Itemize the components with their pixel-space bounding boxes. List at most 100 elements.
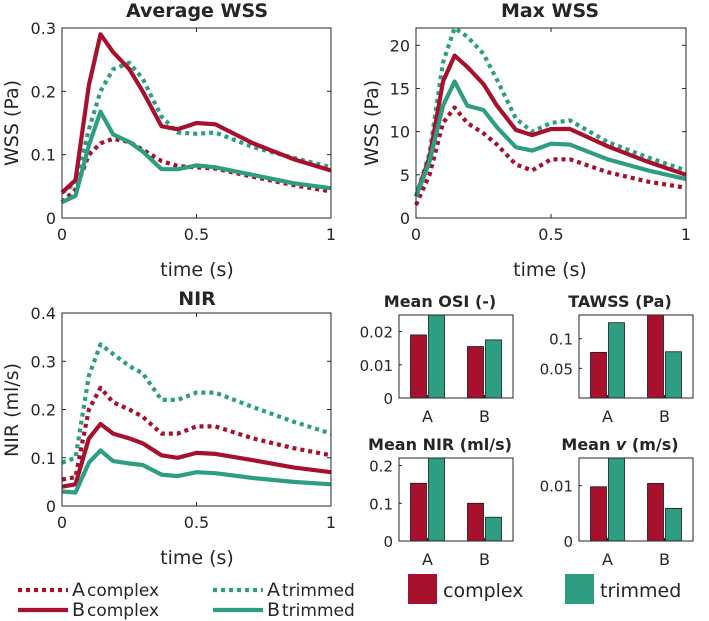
x-tick-label: 0 xyxy=(57,225,67,244)
category-label: A xyxy=(602,407,613,426)
bar-trimmed-a xyxy=(428,314,445,399)
bar-trimmed-b xyxy=(485,516,502,542)
legend-label-complex: complex xyxy=(443,580,524,602)
legend-label: trimmed xyxy=(282,601,355,621)
series-line-b-complex xyxy=(60,32,332,195)
y-tick-label: 0.2 xyxy=(31,401,56,420)
y-tick-label: 0.01 xyxy=(360,357,393,375)
y-tick-label: 0.05 xyxy=(540,360,573,378)
y-tick-label: 0.1 xyxy=(549,331,573,349)
chart-title: Mean NIR (ml/s) xyxy=(368,435,512,454)
chart-title: Average WSS xyxy=(126,0,268,22)
category-label: B xyxy=(479,550,490,569)
plot-average-wss: Average WSS WSS (Pa) time (s) 0 0.5 1 0 0.1 0… xyxy=(1,0,336,281)
legend-swatch-complex xyxy=(408,574,437,604)
series-line-a-trimmed xyxy=(60,60,332,195)
x-axis-label: time (s) xyxy=(160,259,234,281)
axes-frame xyxy=(398,457,514,542)
legend-letter: A xyxy=(267,579,280,601)
axes-frame xyxy=(578,314,694,399)
y-axis-label: NIR (ml/s) xyxy=(1,363,23,457)
y-tick-label: 0 xyxy=(383,390,393,408)
category-label: B xyxy=(659,550,670,569)
legend-label: complex xyxy=(87,581,159,601)
chart-title: Max WSS xyxy=(501,0,599,22)
axes-frame xyxy=(415,27,687,219)
category-label: A xyxy=(602,550,613,569)
y-tick-label: 0 xyxy=(563,533,573,551)
bar-complex-a xyxy=(410,334,427,399)
line-legend: A complex A trimmed B complex B trimmed xyxy=(18,579,355,621)
x-tick-label: 0.5 xyxy=(184,225,209,244)
x-tick-label: 1 xyxy=(681,225,691,244)
series-line-b-trimmed xyxy=(61,448,332,495)
y-tick-label: 0.2 xyxy=(369,458,393,476)
category-label: A xyxy=(422,407,433,426)
y-tick-label: 15 xyxy=(390,79,410,98)
x-tick-label: 0.5 xyxy=(538,225,563,244)
y-tick-label: 0 xyxy=(400,209,410,228)
bar-complex-b xyxy=(467,502,484,542)
bar-complex-a xyxy=(410,482,427,542)
bar-complex-b xyxy=(647,483,664,542)
x-tick-label: 1 xyxy=(326,513,336,532)
x-tick-label: 0 xyxy=(57,513,67,532)
series-line-a-complex xyxy=(60,136,332,204)
axes-frame xyxy=(61,27,332,219)
y-tick-label: 0.4 xyxy=(31,304,56,323)
series-line-a-complex xyxy=(414,105,687,206)
series-line-a-complex xyxy=(61,385,332,482)
legend-entry-b-trimmed: B trimmed xyxy=(213,599,355,621)
legend-letter: B xyxy=(72,599,85,621)
chart-title: TAWSS (Pa) xyxy=(568,292,672,311)
y-tick-label: 0.1 xyxy=(31,146,56,165)
legend-entry-a-trimmed: A trimmed xyxy=(213,579,355,601)
legend-label: trimmed xyxy=(282,581,355,601)
legend-label-trimmed: trimmed xyxy=(600,580,681,602)
axes-frame xyxy=(398,314,514,399)
y-tick-label: 0.01 xyxy=(540,478,573,496)
chart-title: NIR xyxy=(178,288,216,310)
axes-frame xyxy=(578,457,694,542)
y-tick-label: 0.2 xyxy=(31,82,56,101)
bar-complex-a xyxy=(590,486,607,542)
x-tick-label: 0.5 xyxy=(184,513,209,532)
bar-trimmed-b xyxy=(665,507,682,542)
series-line-a-trimmed xyxy=(61,342,332,465)
bar-trimmed-a xyxy=(428,457,445,542)
y-tick-label: 10 xyxy=(390,123,410,142)
y-tick-label: 5 xyxy=(400,166,410,185)
bar-trimmed-b xyxy=(665,351,682,399)
series-line-b-trimmed xyxy=(61,109,332,205)
chart-title: Mean OSI (-) xyxy=(384,292,496,311)
bar-complex-a xyxy=(590,351,607,399)
y-tick-label: 20 xyxy=(390,36,410,55)
series-line-b-complex xyxy=(414,53,687,198)
x-axis-label: time (s) xyxy=(513,259,587,281)
legend-label: complex xyxy=(87,601,159,621)
y-axis-label: WSS (Pa) xyxy=(1,80,23,166)
y-tick-label: 0.1 xyxy=(31,449,56,468)
y-tick-label: 0.1 xyxy=(369,495,393,513)
bar-trimmed-b xyxy=(485,339,502,399)
bar-trimmed-a xyxy=(608,457,625,542)
legend-letter: B xyxy=(267,599,280,621)
bar-trimmed-a xyxy=(608,322,625,399)
y-tick-label: 0.3 xyxy=(31,19,56,38)
category-label: B xyxy=(479,407,490,426)
category-label: A xyxy=(422,550,433,569)
legend-entry-b-complex: B complex xyxy=(18,599,159,621)
chart-title: Mean v (m/s) xyxy=(561,435,678,454)
bar-legend: complex trimmed xyxy=(408,574,681,604)
legend-entry-a-complex: A complex xyxy=(18,579,159,601)
x-tick-label: 0 xyxy=(411,225,421,244)
y-tick-label: 0.3 xyxy=(31,352,56,371)
legend-letter: A xyxy=(72,579,85,601)
y-tick-label: 0 xyxy=(383,533,393,551)
bar-tawss: TAWSS (Pa) A B 0.05 0.1 xyxy=(540,292,694,426)
x-axis-label: time (s) xyxy=(160,547,234,569)
bar-complex-b xyxy=(467,346,484,399)
bar-mean-v: Mean v (m/s) A B 0 0.01 xyxy=(540,435,694,569)
